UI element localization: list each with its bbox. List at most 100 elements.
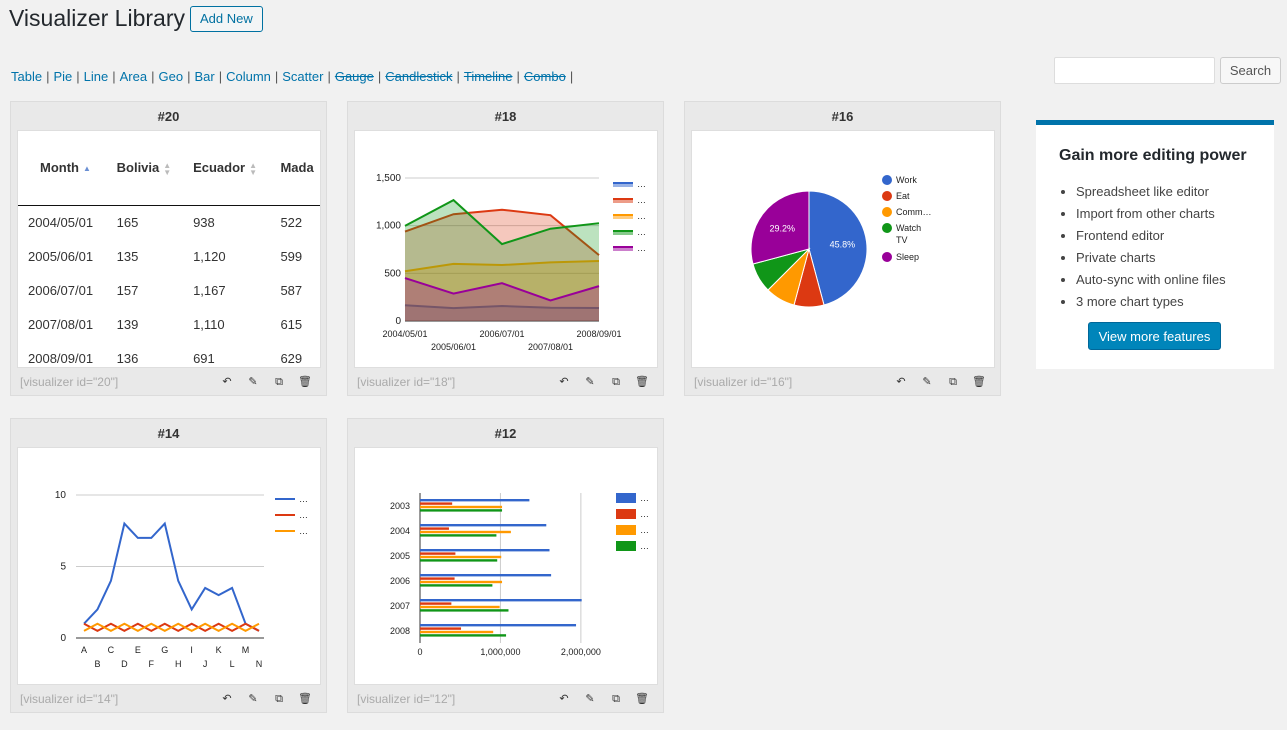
x-tick-label: J <box>203 659 208 669</box>
chart-type-filters: Table | Pie | Line | Area | Geo | Bar | Column | Scatt… <box>11 69 577 84</box>
bar-2007-series-1 <box>420 602 452 605</box>
pro-upsell-panel: Gain more editing power Spreadsheet like… <box>1036 120 1274 369</box>
x-tick-label: 1,000,000 <box>480 647 520 657</box>
copy-icon[interactable]: ⧉ <box>949 376 957 388</box>
copy-icon[interactable]: ⧉ <box>275 693 283 705</box>
undo-icon[interactable]: ↶ <box>559 693 569 705</box>
x-tick-label: F <box>149 659 155 669</box>
filter-separator: | <box>151 69 155 84</box>
bar-2003-series-1 <box>420 502 453 505</box>
table-cell: 136 <box>116 350 139 366</box>
bar-2007-series-0 <box>420 599 582 602</box>
pencil-icon[interactable]: ✎ <box>248 693 258 705</box>
area-fill-series-4 <box>405 278 599 321</box>
undo-icon[interactable]: ↶ <box>222 376 232 388</box>
card-actions: ↶ ✎ ⧉ 🗑 <box>894 375 986 389</box>
x-tick-label: B <box>94 659 100 669</box>
pencil-icon[interactable]: ✎ <box>922 376 932 388</box>
trash-icon[interactable]: 🗑 <box>635 376 649 388</box>
x-tick-label: E <box>135 645 141 655</box>
promo-feature: Auto-sync with online files <box>1076 269 1226 291</box>
filter-scatter[interactable]: Scatter <box>282 69 324 84</box>
x-tick-label: L <box>230 659 235 669</box>
legend-dot <box>882 191 892 201</box>
copy-icon[interactable]: ⧉ <box>612 376 620 388</box>
data-table: Month ▲ Bolivia ▲ ▼ Ecuador ▲ ▼ Mada 2004/05/… <box>18 131 320 367</box>
pie-slice-sleep <box>750 190 810 265</box>
bar-2007-series-2 <box>420 605 500 609</box>
bar-2008-series-2 <box>420 630 494 634</box>
filter-separator: | <box>377 69 382 84</box>
bar-2004-series-0 <box>420 524 547 527</box>
copy-icon[interactable]: ⧉ <box>612 693 620 705</box>
undo-icon[interactable]: ↶ <box>222 693 232 705</box>
card-actions: ↶ ✎ ⧉ 🗑 <box>557 692 649 706</box>
shortcode: [visualizer id="16"] <box>694 375 793 389</box>
table-header-mada[interactable]: Mada <box>270 131 320 206</box>
filter-gauge[interactable]: Gauge <box>334 69 374 84</box>
x-tick-label: 0 <box>417 647 422 657</box>
legend-label: … <box>640 493 649 503</box>
filter-area[interactable]: Area <box>119 69 148 84</box>
filter-line[interactable]: Line <box>83 69 109 84</box>
legend-label: … <box>299 494 308 504</box>
table-cell: 157 <box>116 282 139 298</box>
table-cell: 2007/08/01 <box>28 316 94 332</box>
promo-feature: Private charts <box>1076 247 1226 269</box>
legend-label: … <box>637 211 646 221</box>
filter-geo[interactable]: Geo <box>158 69 184 84</box>
table-cell: 691 <box>193 350 215 366</box>
search-input[interactable] <box>1054 57 1215 84</box>
trash-icon[interactable]: 🗑 <box>298 376 312 388</box>
table-row: 2004/05/01 165 938 522 <box>18 205 320 239</box>
pie-slice-label: 29.2% <box>770 224 796 234</box>
y-tick-label: 0 <box>395 316 401 327</box>
table-header-ecuador[interactable]: Ecuador ▲ ▼ <box>183 131 271 206</box>
filter-separator: | <box>187 69 191 84</box>
legend-label: Sleep <box>896 252 919 262</box>
line-series-2 <box>83 622 260 632</box>
filter-candlestick[interactable]: Candlestick <box>385 69 453 84</box>
undo-icon[interactable]: ↶ <box>559 376 569 388</box>
filter-bar[interactable]: Bar <box>194 69 215 84</box>
filter-column[interactable]: Column <box>226 69 271 84</box>
pencil-icon[interactable]: ✎ <box>248 376 258 388</box>
table-header-bolivia[interactable]: Bolivia ▲ ▼ <box>106 131 184 206</box>
pencil-icon[interactable]: ✎ <box>585 693 595 705</box>
trash-icon[interactable]: 🗑 <box>972 376 986 388</box>
copy-icon[interactable]: ⧉ <box>275 376 283 388</box>
filter-pie[interactable]: Pie <box>53 69 73 84</box>
search-button[interactable]: Search <box>1220 57 1281 84</box>
area-fill-series-3 <box>405 200 599 321</box>
undo-icon[interactable]: ↶ <box>896 376 906 388</box>
bar-2005-series-1 <box>420 552 456 555</box>
card-title: #14 <box>157 426 180 441</box>
table-cell: 1,120 <box>193 248 226 264</box>
table-cell: 2005/06/01 <box>28 248 94 264</box>
table-cell: 165 <box>116 214 139 230</box>
table-header-month[interactable]: Month ▲ <box>18 131 107 206</box>
table-cell: 599 <box>280 248 303 264</box>
sort-asc-icon: ▲ <box>82 164 91 174</box>
view-more-features-button[interactable]: View more features <box>1088 322 1221 350</box>
y-tick-label: 10 <box>55 490 67 501</box>
bar-2006-series-2 <box>420 580 503 584</box>
add-new-button[interactable]: Add New <box>190 6 263 32</box>
shortcode: [visualizer id="20"] <box>20 375 119 389</box>
bar-2004-series-3 <box>420 534 497 537</box>
legend-label: … <box>637 179 646 189</box>
table-cell: 1,167 <box>193 282 226 298</box>
bar-2005-series-0 <box>420 549 550 552</box>
chart-card-14: #14 0 5 10 A B C D E F G H I J K L M N … … … [visualizer id… <box>10 418 327 713</box>
filter-combo[interactable]: Combo <box>523 69 566 84</box>
x-tick-label: 2008/09/01 <box>576 329 621 339</box>
trash-icon[interactable]: 🗑 <box>635 693 649 705</box>
bar-chart-svg: 0 1,000,000 2,000,000 2003 2004 2005 2006 2007 2… <box>390 493 649 657</box>
legend-label: … <box>637 227 646 237</box>
pencil-icon[interactable]: ✎ <box>585 376 595 388</box>
filter-table[interactable]: Table <box>11 69 43 84</box>
area-line-series-4 <box>404 277 600 302</box>
trash-icon[interactable]: 🗑 <box>298 693 312 705</box>
shortcode: [visualizer id="14"] <box>20 692 119 706</box>
filter-timeline[interactable]: Timeline <box>463 69 513 84</box>
